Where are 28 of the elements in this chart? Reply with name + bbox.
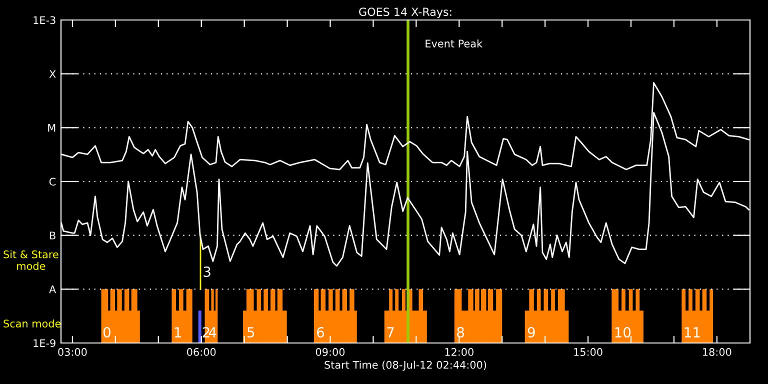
annotation: 11	[684, 327, 700, 338]
x-tick-label: 12:00	[445, 348, 474, 356]
annotation: 1	[174, 327, 181, 338]
y-tick-label: M	[48, 124, 56, 132]
annotation: 9	[528, 327, 535, 338]
y-tick-label: C	[49, 178, 56, 186]
annotation: 8	[457, 327, 464, 338]
x-tick-label: 18:00	[703, 348, 732, 356]
annotation: 6	[317, 327, 324, 338]
y-tick-label: A	[49, 286, 56, 294]
text: Sit & Stare mode	[4, 250, 58, 270]
annotation: 7	[387, 327, 394, 338]
chart-title: GOES 14 X-Rays:	[359, 8, 452, 18]
ref-line-label: Event Peak	[426, 39, 483, 48]
y-tick-label: X	[49, 70, 56, 78]
x-tick-label: 03:00	[58, 348, 87, 356]
x-axis-title: Start Time (08-Jul-12 02:44:00)	[324, 360, 486, 371]
x-tick-label: 06:00	[187, 348, 216, 356]
annotation: 4	[208, 327, 216, 338]
annotation: 10	[615, 327, 631, 338]
annotation: 0	[103, 327, 110, 338]
annotation: 5	[248, 327, 254, 338]
x-tick-label: 09:00	[316, 348, 345, 356]
y-tick-label: 1E-9	[34, 339, 56, 348]
x-tick-label: 15:00	[574, 348, 602, 356]
y-tick-label: 1E-3	[34, 16, 56, 24]
y-tick-label: B	[50, 232, 56, 240]
annotation: 3	[204, 266, 210, 277]
